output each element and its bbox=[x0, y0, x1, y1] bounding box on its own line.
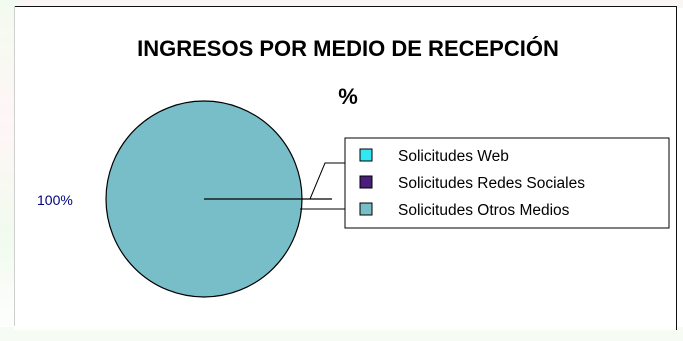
leader-line-web bbox=[309, 162, 345, 200]
legend-swatch-web bbox=[359, 148, 373, 162]
legend-label-web: Solicitudes Web bbox=[398, 148, 509, 165]
legend: Solicitudes Web Solicitudes Redes Social… bbox=[344, 137, 670, 229]
background-left bbox=[0, 0, 18, 341]
legend-label-otros-medios: Solicitudes Otros Medios bbox=[398, 202, 570, 219]
data-label-otros-medios: 100% bbox=[37, 192, 73, 208]
background-top bbox=[0, 0, 683, 8]
chart-subtitle: % bbox=[338, 84, 358, 109]
legend-box bbox=[344, 137, 670, 229]
legend-swatch-otros-medios bbox=[359, 202, 373, 216]
legend-label-redes-sociales: Solicitudes Redes Sociales bbox=[398, 175, 585, 192]
chart-title: INGRESOS POR MEDIO DE RECEPCIÓN bbox=[137, 36, 559, 61]
legend-swatch-redes-sociales bbox=[359, 175, 373, 189]
chart-frame-edge bbox=[14, 6, 15, 326]
background-bottom bbox=[0, 327, 683, 341]
